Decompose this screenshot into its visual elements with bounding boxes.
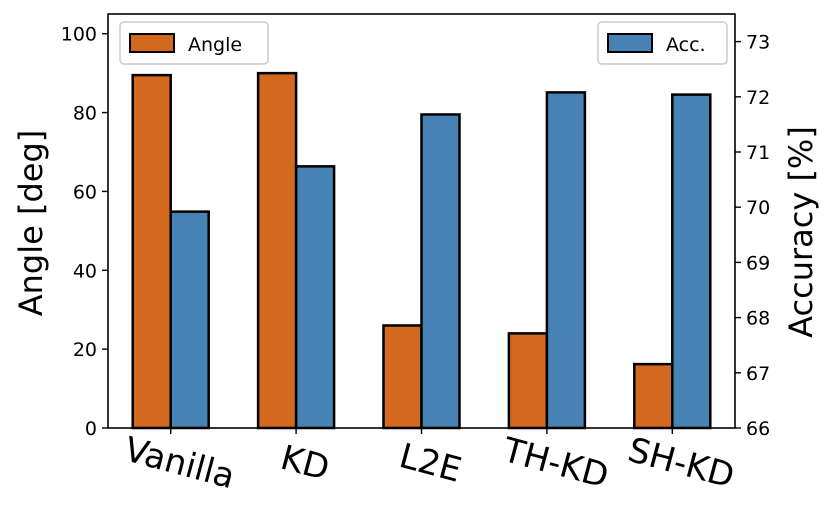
bar-angle-sh-kd (633, 362, 674, 430)
bar-angle-l2e (382, 324, 423, 430)
left-tick-label: 100 (61, 24, 97, 46)
right-tick-label: 72 (746, 87, 770, 109)
bar-angle-vanilla (131, 73, 172, 430)
x-tick-label-sh-kd: SH-KD (624, 430, 739, 497)
right-tick-label: 70 (746, 197, 770, 219)
legend-box (119, 21, 269, 65)
left-tick-label: 0 (85, 418, 97, 440)
right-y-axis-label: Accuracy [%] (782, 126, 820, 338)
right-tick-label: 67 (746, 363, 770, 385)
right-y-axis-ticks: 66 67 68 69 70 71 72 73 (735, 32, 770, 440)
x-tick-label-th-kd: TH-KD (498, 430, 613, 497)
legend-label-accuracy: Acc. (666, 34, 706, 56)
x-axis-ticks: Vanilla KD L2E TH-KD SH-KD (120, 428, 738, 497)
bar-angle-th-kd (507, 332, 549, 430)
x-tick-label-l2e: L2E (395, 436, 465, 491)
right-tick-label: 69 (746, 252, 770, 274)
right-tick-label: 71 (746, 142, 770, 164)
left-y-axis-ticks: 0 20 40 60 80 100 (61, 24, 108, 440)
legend-swatch-angle (129, 33, 175, 53)
right-tick-label: 73 (746, 32, 770, 54)
legend-accuracy: Acc. (597, 21, 728, 65)
bar-accuracy-th-kd (545, 91, 587, 430)
legend-label-angle: Angle (188, 34, 242, 56)
left-tick-label: 40 (73, 260, 97, 282)
bar-group (131, 71, 712, 430)
bar-accuracy-vanilla (169, 210, 210, 430)
bar-accuracy-kd (294, 165, 336, 430)
left-tick-label: 80 (73, 103, 97, 125)
bar-angle-kd (256, 71, 298, 430)
left-y-axis-label: Angle [deg] (12, 130, 50, 317)
legend-swatch-accuracy (607, 33, 653, 53)
bar-accuracy-sh-kd (671, 93, 712, 430)
bar-accuracy-l2e (420, 113, 461, 430)
left-tick-label: 60 (73, 181, 97, 203)
legend-box (597, 21, 728, 65)
right-tick-label: 66 (746, 418, 770, 440)
x-tick-label-vanilla: Vanilla (120, 430, 239, 498)
legend-angle: Angle (119, 21, 269, 65)
left-tick-label: 20 (73, 339, 97, 361)
x-tick-label-kd: KD (276, 438, 333, 489)
right-tick-label: 68 (746, 308, 770, 330)
